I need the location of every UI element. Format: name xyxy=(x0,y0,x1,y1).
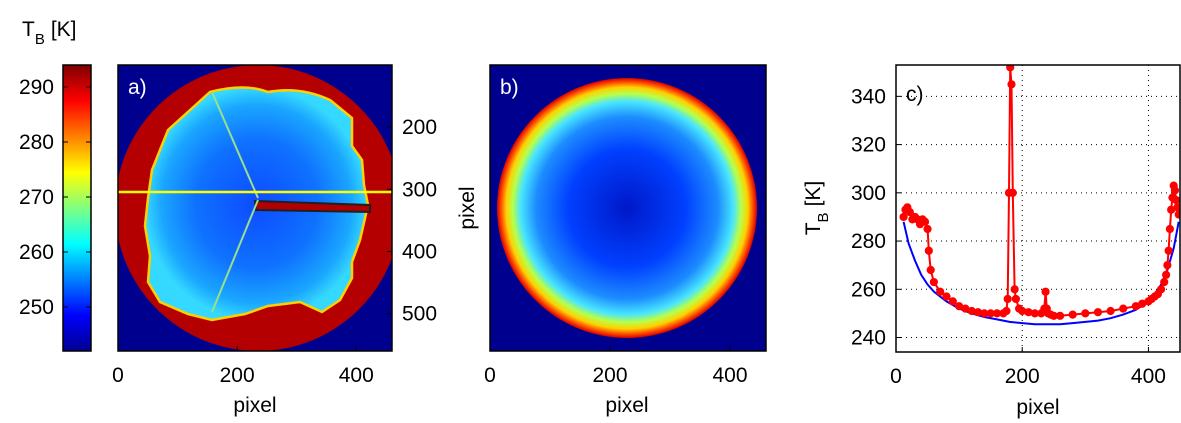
panel-c-data-point xyxy=(942,292,951,301)
panel-c-data-point xyxy=(1160,277,1169,287)
panel-c-data-point xyxy=(1093,308,1103,317)
colorbar: 250 260 270 280 290 TB [K] xyxy=(19,18,92,352)
panel-c-data-point xyxy=(1002,306,1011,316)
panel-c-y-tick-label: 240 xyxy=(851,327,886,350)
panel-a-frame xyxy=(117,64,393,352)
panel-b-x-tick-label: 200 xyxy=(592,364,627,387)
panel-a-label: a) xyxy=(128,76,147,99)
panel-c-x-ticks: 0 200 400 xyxy=(890,347,1166,388)
panel-c-data-point xyxy=(929,277,938,287)
panel-c-data-point xyxy=(1119,304,1128,313)
panel-a-rod-1 xyxy=(211,91,259,199)
panel-a: a) 0 200 400 200 300 400 500 pixel pixel xyxy=(112,64,479,417)
colorbar-tick-label: 290 xyxy=(19,76,54,99)
panel-c-x-tick-label: 200 xyxy=(1005,365,1040,388)
panel-a-x-tick-label: 200 xyxy=(220,364,255,387)
panel-b-label: b) xyxy=(500,76,519,99)
panel-c-data-point xyxy=(926,265,935,275)
panel-c-data-point xyxy=(924,246,933,255)
panel-b: b) 0 200 400 pixel xyxy=(484,64,767,417)
panel-c-x-tick-label: 0 xyxy=(890,365,902,388)
panel-c-data-point xyxy=(1081,309,1090,318)
panel-a-x-ticks: 0 200 400 xyxy=(112,346,374,387)
panel-c-ylabel: TB[K] xyxy=(802,181,832,236)
panel-c-y-tick-label: 260 xyxy=(851,278,886,301)
panel-c-data-point xyxy=(1007,80,1016,89)
panel-b-disk xyxy=(497,78,757,338)
panel-c-y-tick-label: 300 xyxy=(851,182,886,205)
panel-a-y-tick-label: 200 xyxy=(402,116,437,139)
colorbar-gradient xyxy=(62,64,92,352)
panel-c-xlabel: pixel xyxy=(1016,396,1059,419)
panel-c-data-point xyxy=(1165,224,1175,234)
panel-a-x-tick-label: 0 xyxy=(112,364,124,387)
panel-c-y-ticks: 240 260 280 300 320 340 xyxy=(851,85,901,350)
panel-a-y-ticks: 200 300 400 500 xyxy=(387,116,437,326)
panel-a-ylabel: pixel xyxy=(456,186,479,229)
colorbar-tick-label: 280 xyxy=(19,131,54,154)
panel-c-data-point xyxy=(1003,294,1012,304)
panel-b-x-ticks: 0 200 400 xyxy=(484,346,748,387)
panel-c-data-point xyxy=(948,297,957,306)
panel-c-data-point xyxy=(899,212,908,222)
panel-c-data-point xyxy=(1164,246,1173,255)
panel-a-y-tick-label: 500 xyxy=(402,303,437,326)
panel-c: c) 0 200 400 240 260 280 300 320 340 pixel TB[K… xyxy=(802,64,1181,419)
colorbar-tick-label: 250 xyxy=(19,296,54,319)
panel-c-data-point xyxy=(1008,188,1017,197)
colorbar-title: TB [K] xyxy=(22,18,77,48)
colorbar-tick-label: 270 xyxy=(19,186,54,209)
panel-b-frame xyxy=(489,64,767,352)
panel-c-data-point xyxy=(936,287,945,296)
panel-a-y-tick-label: 400 xyxy=(402,241,437,264)
panel-c-label: c) xyxy=(906,83,924,106)
panel-a-y-tick-label: 300 xyxy=(402,178,437,201)
panel-c-data-point xyxy=(1172,195,1180,205)
panel-c-data-point xyxy=(1106,306,1115,316)
panel-c-data-point xyxy=(905,208,914,217)
panel-a-xlabel: pixel xyxy=(233,394,276,417)
panel-c-series xyxy=(899,65,1180,326)
panel-c-y-tick-label: 340 xyxy=(851,85,886,108)
panel-c-frame xyxy=(895,64,1181,353)
panel-b-x-tick-label: 0 xyxy=(484,364,496,387)
panel-c-data-point xyxy=(1011,294,1021,304)
panel-c-data-point xyxy=(1068,310,1077,319)
panel-c-data-point xyxy=(920,217,930,226)
panel-c-data-point xyxy=(1162,270,1171,279)
panel-c-data-point xyxy=(923,224,932,234)
panel-a-x-tick-label: 400 xyxy=(339,364,374,387)
panel-c-data-point xyxy=(1006,65,1015,72)
panel-c-data-point xyxy=(1174,210,1180,219)
panel-c-data-point xyxy=(1163,261,1172,270)
panel-b-xlabel: pixel xyxy=(605,394,648,417)
panel-c-x-tick-label: 400 xyxy=(1131,365,1166,388)
panel-c-data-point xyxy=(1041,287,1050,296)
panel-c-y-tick-label: 320 xyxy=(851,134,886,157)
panel-c-data-point xyxy=(1010,285,1019,294)
panel-b-x-tick-label: 400 xyxy=(712,364,747,387)
colorbar-ticks: 250 260 270 280 290 xyxy=(19,76,91,319)
colorbar-tick-label: 260 xyxy=(19,241,54,264)
panel-c-data-point xyxy=(1170,186,1180,195)
panel-c-data-point xyxy=(1156,285,1166,294)
panel-c-data-point xyxy=(1055,311,1065,320)
panel-c-y-tick-label: 280 xyxy=(851,230,886,253)
panel-a-rod-2 xyxy=(211,199,259,313)
